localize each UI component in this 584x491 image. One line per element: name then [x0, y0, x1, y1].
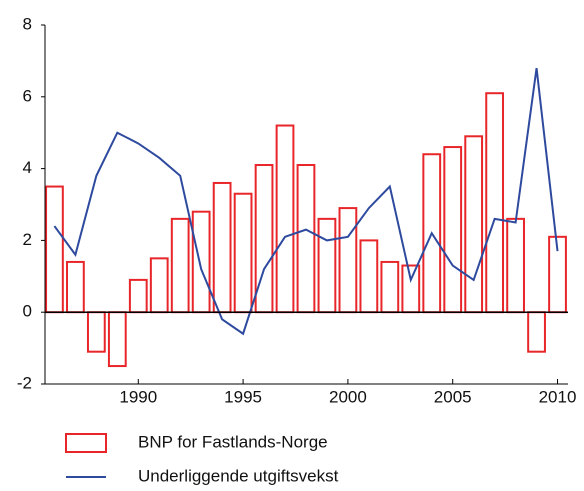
bar	[275, 124, 295, 314]
x-tick-label: 2000	[329, 387, 367, 406]
bar	[443, 146, 463, 314]
bar	[401, 264, 421, 314]
bar	[464, 135, 484, 314]
bar	[149, 257, 169, 314]
legend-label: Underliggende utgiftsvekst	[138, 466, 339, 485]
bar	[380, 260, 400, 314]
legend-label: BNP for Fastlands-Norge	[138, 432, 328, 451]
bar	[170, 217, 190, 314]
bar	[128, 278, 148, 314]
bar	[485, 92, 505, 314]
legend-swatch	[65, 433, 107, 453]
line	[53, 67, 559, 336]
bar	[317, 217, 337, 314]
y-tick-label: 6	[23, 86, 32, 105]
y-tick-label: 2	[23, 230, 32, 249]
bar	[359, 239, 379, 314]
bar	[66, 260, 85, 314]
y-tick-label: 4	[23, 158, 32, 177]
bar	[296, 164, 316, 314]
y-tick-label: -2	[17, 373, 32, 392]
x-tick-label: 2005	[434, 387, 472, 406]
bar	[506, 217, 525, 314]
y-tick-label: 0	[23, 302, 32, 321]
bar	[527, 311, 546, 353]
bar	[212, 181, 232, 314]
bar	[45, 185, 64, 314]
bar	[233, 192, 253, 314]
bar	[107, 311, 127, 368]
x-tick-label: 1990	[119, 387, 157, 406]
y-tick-label: 8	[23, 14, 32, 33]
bar	[191, 210, 211, 314]
bar	[86, 311, 106, 353]
x-tick-label: 1995	[224, 387, 262, 406]
x-tick-label: 2010	[539, 387, 577, 406]
bar	[338, 207, 358, 314]
